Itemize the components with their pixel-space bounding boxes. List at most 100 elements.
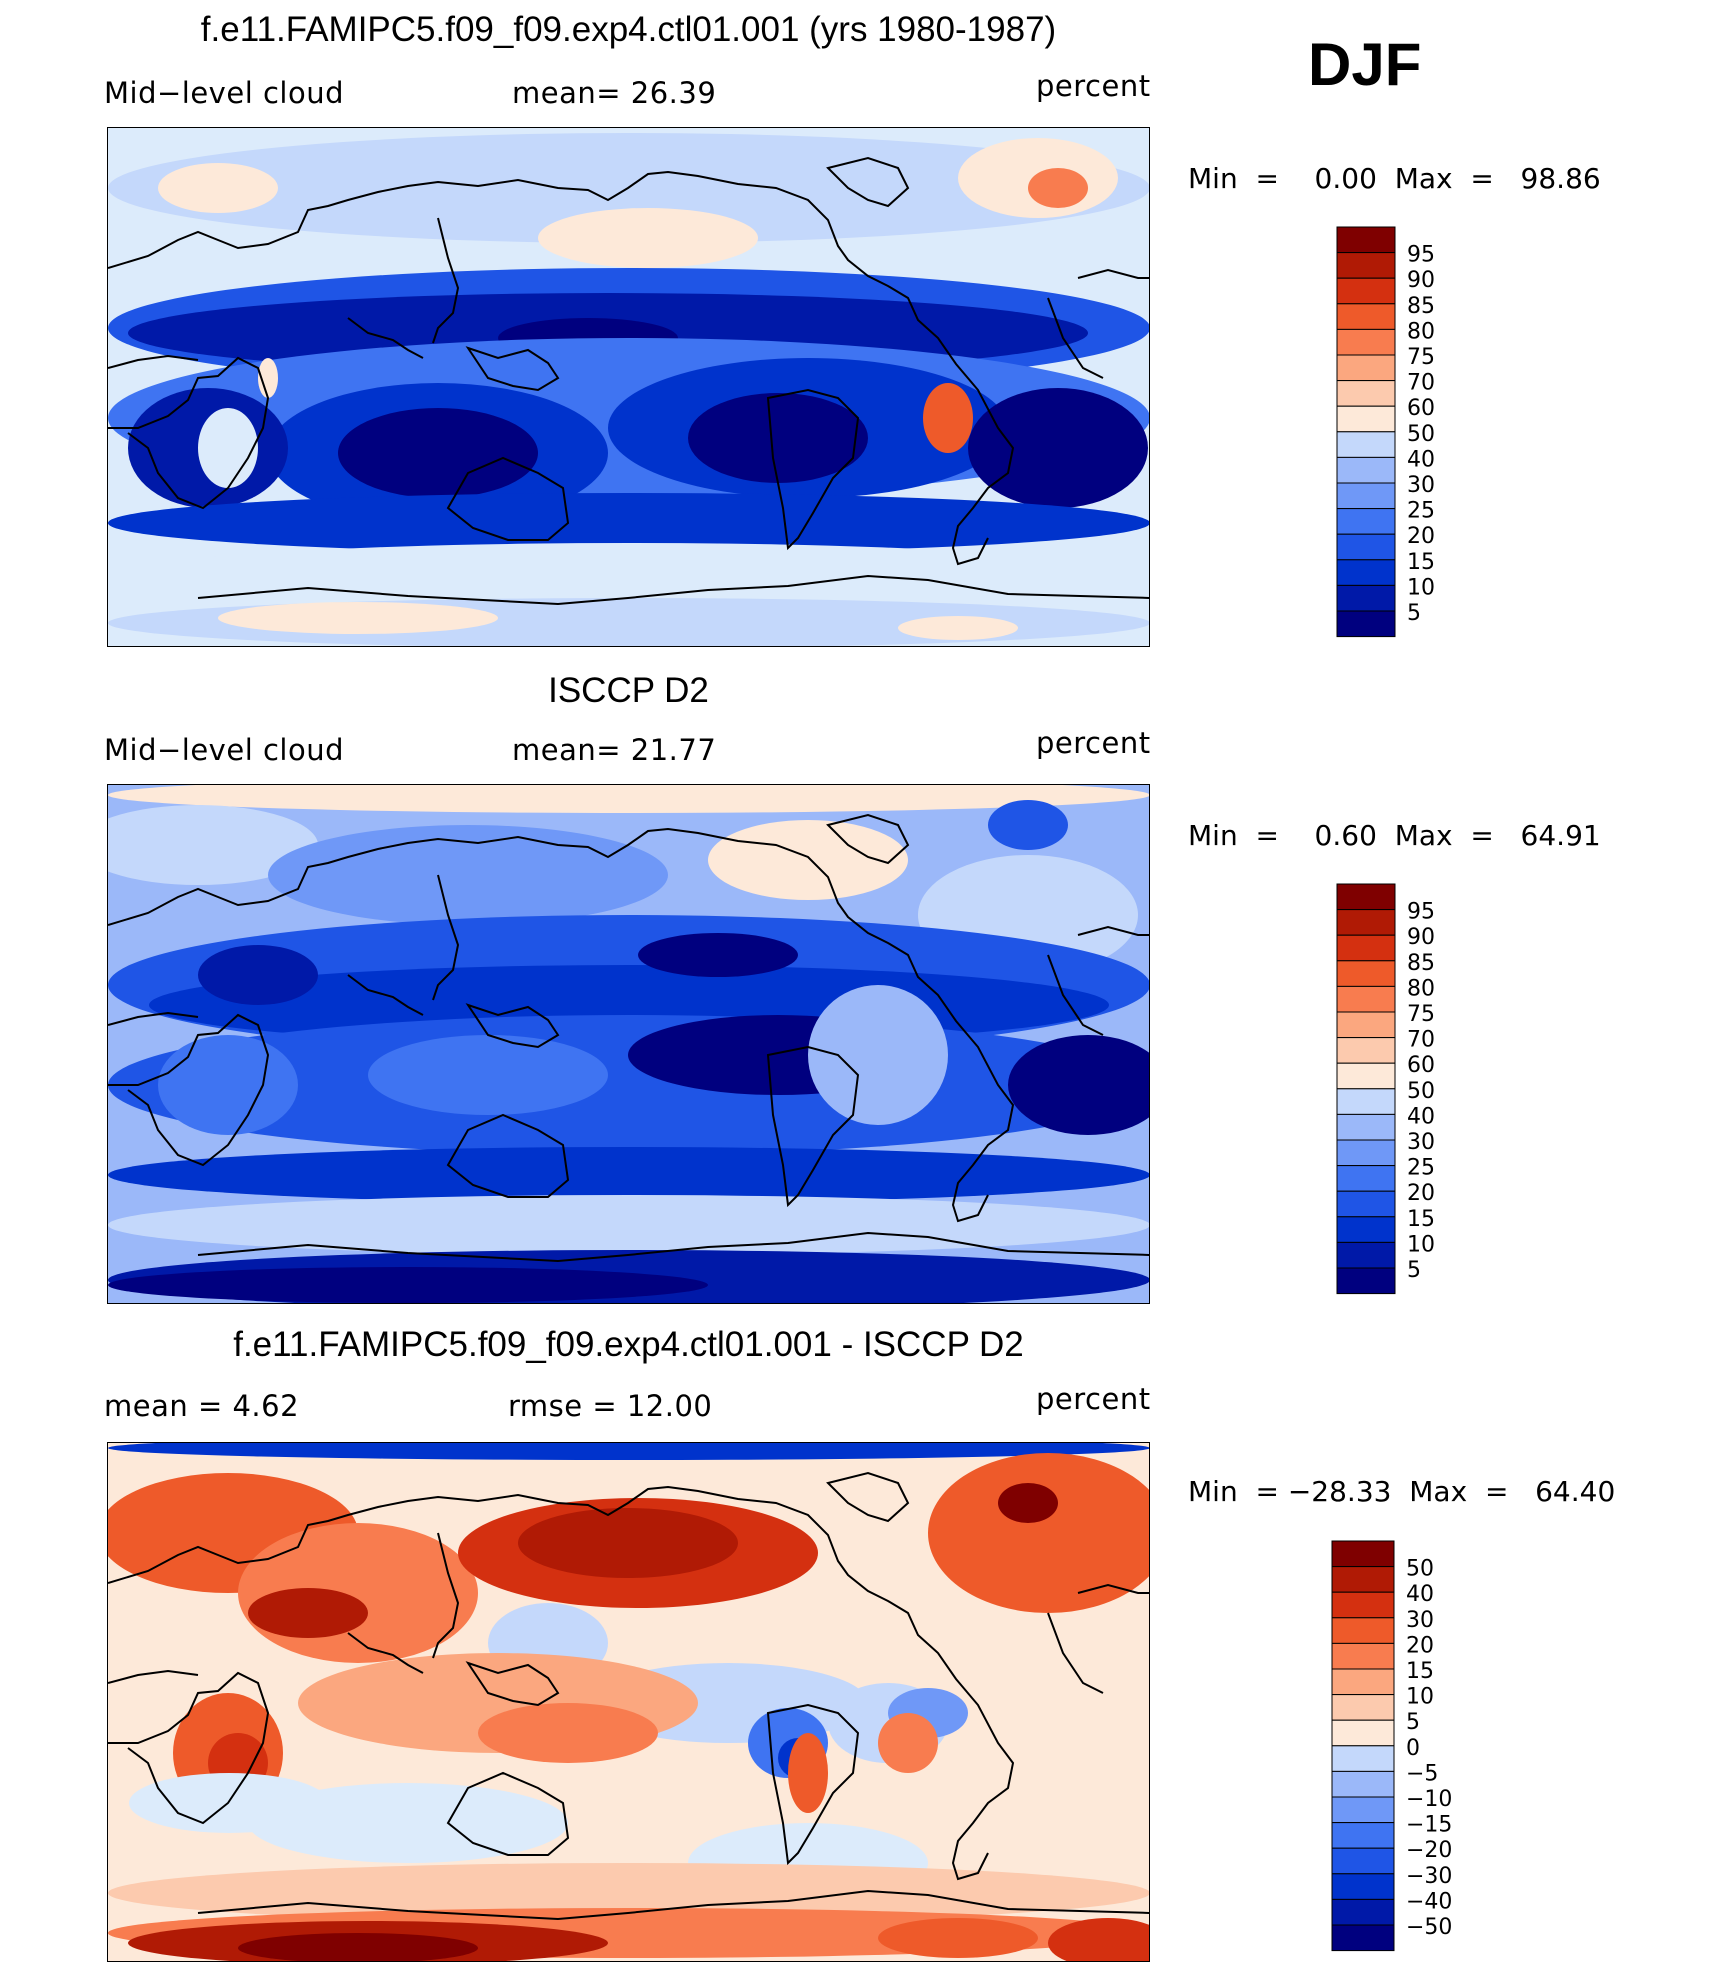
colorbar-swatch	[1336, 1241, 1396, 1269]
colorbar-tick-label: 70	[1407, 1028, 1435, 1053]
panel-observation: ISCCP D2 Mid−level cloud mean= 21.77 per…	[0, 657, 1710, 1312]
contour-region	[108, 1267, 708, 1303]
colorbar-swatch	[1336, 354, 1396, 382]
coastline	[826, 1471, 910, 1523]
colorbar-swatch	[1336, 405, 1396, 433]
contour-region	[198, 945, 318, 1005]
coastline	[108, 1011, 199, 1026]
contour-region	[898, 616, 1018, 640]
contour-region	[198, 408, 258, 488]
colorbar-swatch	[1336, 1088, 1396, 1115]
units-label: percent	[1036, 69, 1151, 103]
colorbar-swatch	[1336, 1190, 1396, 1218]
colorbar-tick-label: 80	[1407, 976, 1435, 1001]
coastline	[197, 1889, 1149, 1921]
coastline	[108, 170, 1015, 566]
units-label: percent	[1036, 1382, 1151, 1416]
coastline	[347, 974, 424, 1016]
colorbar-swatch	[1336, 1216, 1396, 1243]
coastline	[108, 354, 199, 369]
coastline	[108, 1485, 1015, 1881]
colorbar-tick-label: 10	[1406, 1685, 1434, 1710]
colorbar-swatch	[1336, 1113, 1396, 1141]
colorbar-tick-label: −15	[1406, 1813, 1452, 1838]
colorbar-tick-label: 95	[1407, 900, 1435, 925]
contour-region	[478, 1703, 658, 1763]
contour-region	[218, 602, 498, 634]
colorbar-swatch	[1331, 1822, 1395, 1849]
colorbar-swatch	[1331, 1668, 1395, 1696]
colorbar-tick-label: 30	[1406, 1608, 1434, 1633]
contour-region	[518, 1508, 738, 1578]
colorbar-tick-label: −40	[1406, 1889, 1452, 1914]
colorbar-tick-label: 5	[1407, 601, 1421, 626]
colorbar-tick-label: 20	[1406, 1633, 1434, 1658]
colorbar-tick-label: −5	[1406, 1761, 1438, 1786]
coastline	[446, 1771, 570, 1856]
colorbar-swatch	[1336, 960, 1396, 987]
contour-region	[108, 543, 1149, 613]
variable-label: Mid−level cloud	[104, 733, 344, 767]
colorbar: 95 90 85 80 75 70 60 50 40 30 25 20 15 10 5	[1336, 226, 1497, 638]
coastline	[766, 388, 860, 551]
map-difference	[107, 1442, 1150, 1962]
colorbar-swatch	[1336, 909, 1396, 936]
coastline	[1077, 925, 1149, 936]
contour-region	[538, 208, 758, 268]
colorbar: 50 40 30 20 15 10 5 0 −5 −10 −15 −20 −30 −40 −50	[1331, 1540, 1502, 1952]
coastline	[347, 317, 424, 359]
colorbar-tick-label: 20	[1407, 1181, 1435, 1206]
colorbar-swatch	[1336, 1165, 1396, 1192]
coastline	[465, 346, 560, 392]
colorbar-tick-label: 85	[1407, 951, 1435, 976]
contour-region	[108, 1195, 1149, 1255]
colorbar-tick-label: 75	[1407, 345, 1435, 370]
mean-label: mean= 26.39	[512, 76, 717, 110]
colorbar-swatch	[1336, 328, 1396, 356]
colorbar-swatch	[1336, 252, 1396, 279]
colorbar-swatch	[1336, 1037, 1396, 1064]
contour-region	[968, 388, 1148, 508]
colorbar-swatch	[1331, 1719, 1395, 1747]
mean-label: mean= 21.77	[512, 733, 717, 767]
colorbar-swatch	[1331, 1617, 1395, 1644]
colorbar-tick-label: 95	[1407, 243, 1435, 268]
colorbar-swatch	[1336, 883, 1396, 911]
panel-title: ISCCP D2	[548, 671, 709, 710]
colorbar-swatch	[1336, 277, 1396, 305]
contour-region	[998, 1483, 1058, 1523]
mean-label: mean = 4.62	[104, 1389, 300, 1423]
contour-region	[338, 408, 538, 498]
contour-region	[108, 1443, 1149, 1460]
contour-region	[923, 383, 973, 453]
panel-difference: f.e11.FAMIPC5.f09_f09.exp4.ctl01.001 - I…	[0, 1313, 1710, 1968]
coastline	[108, 1669, 199, 1684]
colorbar-tick-label: 60	[1407, 1053, 1435, 1078]
colorbar-swatch	[1331, 1898, 1395, 1926]
colorbar-tick-label: 80	[1407, 319, 1435, 344]
coastline	[766, 1703, 860, 1866]
min-max-label: Min = 0.00 Max = 98.86	[1188, 162, 1601, 195]
colorbar-tick-label: 30	[1407, 473, 1435, 498]
contour-region	[788, 1733, 828, 1813]
colorbar-tick-label: 15	[1407, 1207, 1435, 1232]
panel-model: f.e11.FAMIPC5.f09_f09.exp4.ctl01.001 (yr…	[0, 0, 1710, 655]
coastline	[432, 874, 460, 1001]
contour-region	[238, 1933, 478, 1961]
colorbar-swatch	[1331, 1694, 1395, 1721]
colorbar-swatch	[1336, 482, 1396, 510]
coastline	[108, 356, 270, 510]
coastline	[826, 813, 910, 865]
colorbar-tick-label: 5	[1406, 1710, 1420, 1735]
colorbar-swatch	[1336, 559, 1396, 586]
coastline	[347, 1632, 424, 1674]
colorbar-swatch	[1336, 1011, 1396, 1039]
contour-region	[158, 163, 278, 213]
map-model-mid-cloud	[107, 127, 1150, 647]
colorbar-swatch	[1336, 226, 1396, 254]
colorbar-swatch	[1336, 431, 1396, 458]
coastline	[108, 827, 1015, 1223]
contour-region	[108, 493, 1149, 553]
season-label: DJF	[1308, 31, 1422, 98]
panel-title: f.e11.FAMIPC5.f09_f09.exp4.ctl01.001 - I…	[233, 1325, 1024, 1364]
